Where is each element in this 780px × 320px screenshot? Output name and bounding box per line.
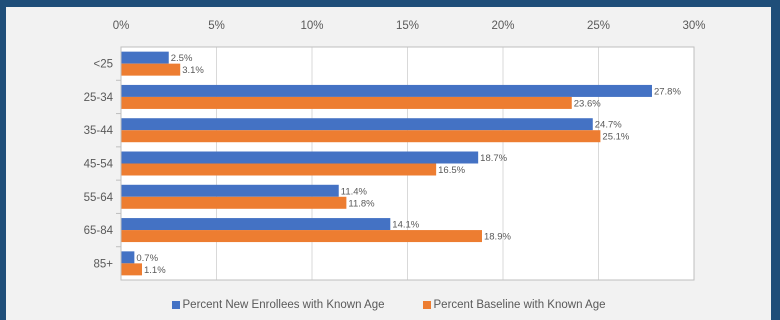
bar	[121, 130, 601, 143]
legend: Percent New Enrollees with Known Age Per…	[6, 299, 771, 311]
data-label: 16.5%	[438, 165, 465, 176]
data-label: 2.5%	[171, 53, 193, 64]
bar	[121, 163, 437, 176]
data-label: 18.7%	[480, 153, 507, 164]
legend-item-new-enrollees: Percent New Enrollees with Known Age	[171, 299, 385, 311]
legend-swatch-new-enrollees	[171, 301, 180, 309]
bar	[121, 96, 572, 109]
data-label: 23.6%	[574, 98, 601, 109]
data-label: 1.1%	[144, 265, 166, 276]
data-label: 18.9%	[484, 232, 511, 243]
y-category-label: 25-34	[84, 92, 114, 104]
legend-label-new-enrollees: Percent New Enrollees with Known Age	[182, 299, 385, 311]
data-label: 14.1%	[392, 220, 419, 231]
bar	[121, 196, 347, 209]
bar-chart: 0% 5% 10% 15% 20% 25% 30% <25 2.5%3.1% 25-34 27.8%…	[84, 20, 706, 281]
legend-swatch-baseline	[422, 301, 431, 309]
bar	[121, 84, 652, 97]
data-label: 24.7%	[595, 120, 622, 131]
x-tick-label: 30%	[682, 20, 705, 32]
data-label: 3.1%	[182, 65, 204, 76]
y-category-label: 65-84	[84, 225, 114, 237]
data-label: 0.7%	[136, 253, 158, 264]
y-category-label: 35-44	[84, 125, 114, 137]
bar	[121, 151, 479, 164]
x-tick-label: 20%	[491, 20, 514, 32]
legend-label-baseline: Percent Baseline with Known Age	[433, 299, 606, 311]
data-label: 25.1%	[602, 132, 629, 143]
bar	[121, 184, 339, 197]
x-tick-label: 25%	[587, 20, 610, 32]
legend-item-baseline: Percent Baseline with Known Age	[422, 299, 606, 311]
bar	[121, 51, 169, 64]
bar	[121, 218, 391, 231]
x-tick-label: 10%	[300, 20, 323, 32]
x-tick-label: 15%	[396, 20, 419, 32]
y-category-label: 45-54	[84, 159, 114, 171]
data-label: 11.4%	[341, 186, 368, 197]
chart-frame: 0% 5% 10% 15% 20% 25% 30% <25 2.5% 3.1% 25-34 27.8%…	[6, 7, 771, 320]
bar	[121, 263, 143, 276]
bar	[121, 63, 181, 76]
y-category-label: 55-64	[84, 192, 114, 204]
bar	[121, 251, 135, 264]
data-label: 11.8%	[348, 198, 375, 209]
y-category-label: 85+	[93, 258, 113, 270]
bar	[121, 230, 482, 243]
data-label: 27.8%	[654, 86, 681, 97]
y-category-label: <25	[93, 59, 113, 71]
x-tick-label: 0%	[113, 20, 130, 32]
bar	[121, 118, 593, 131]
x-tick-label: 5%	[208, 20, 225, 32]
